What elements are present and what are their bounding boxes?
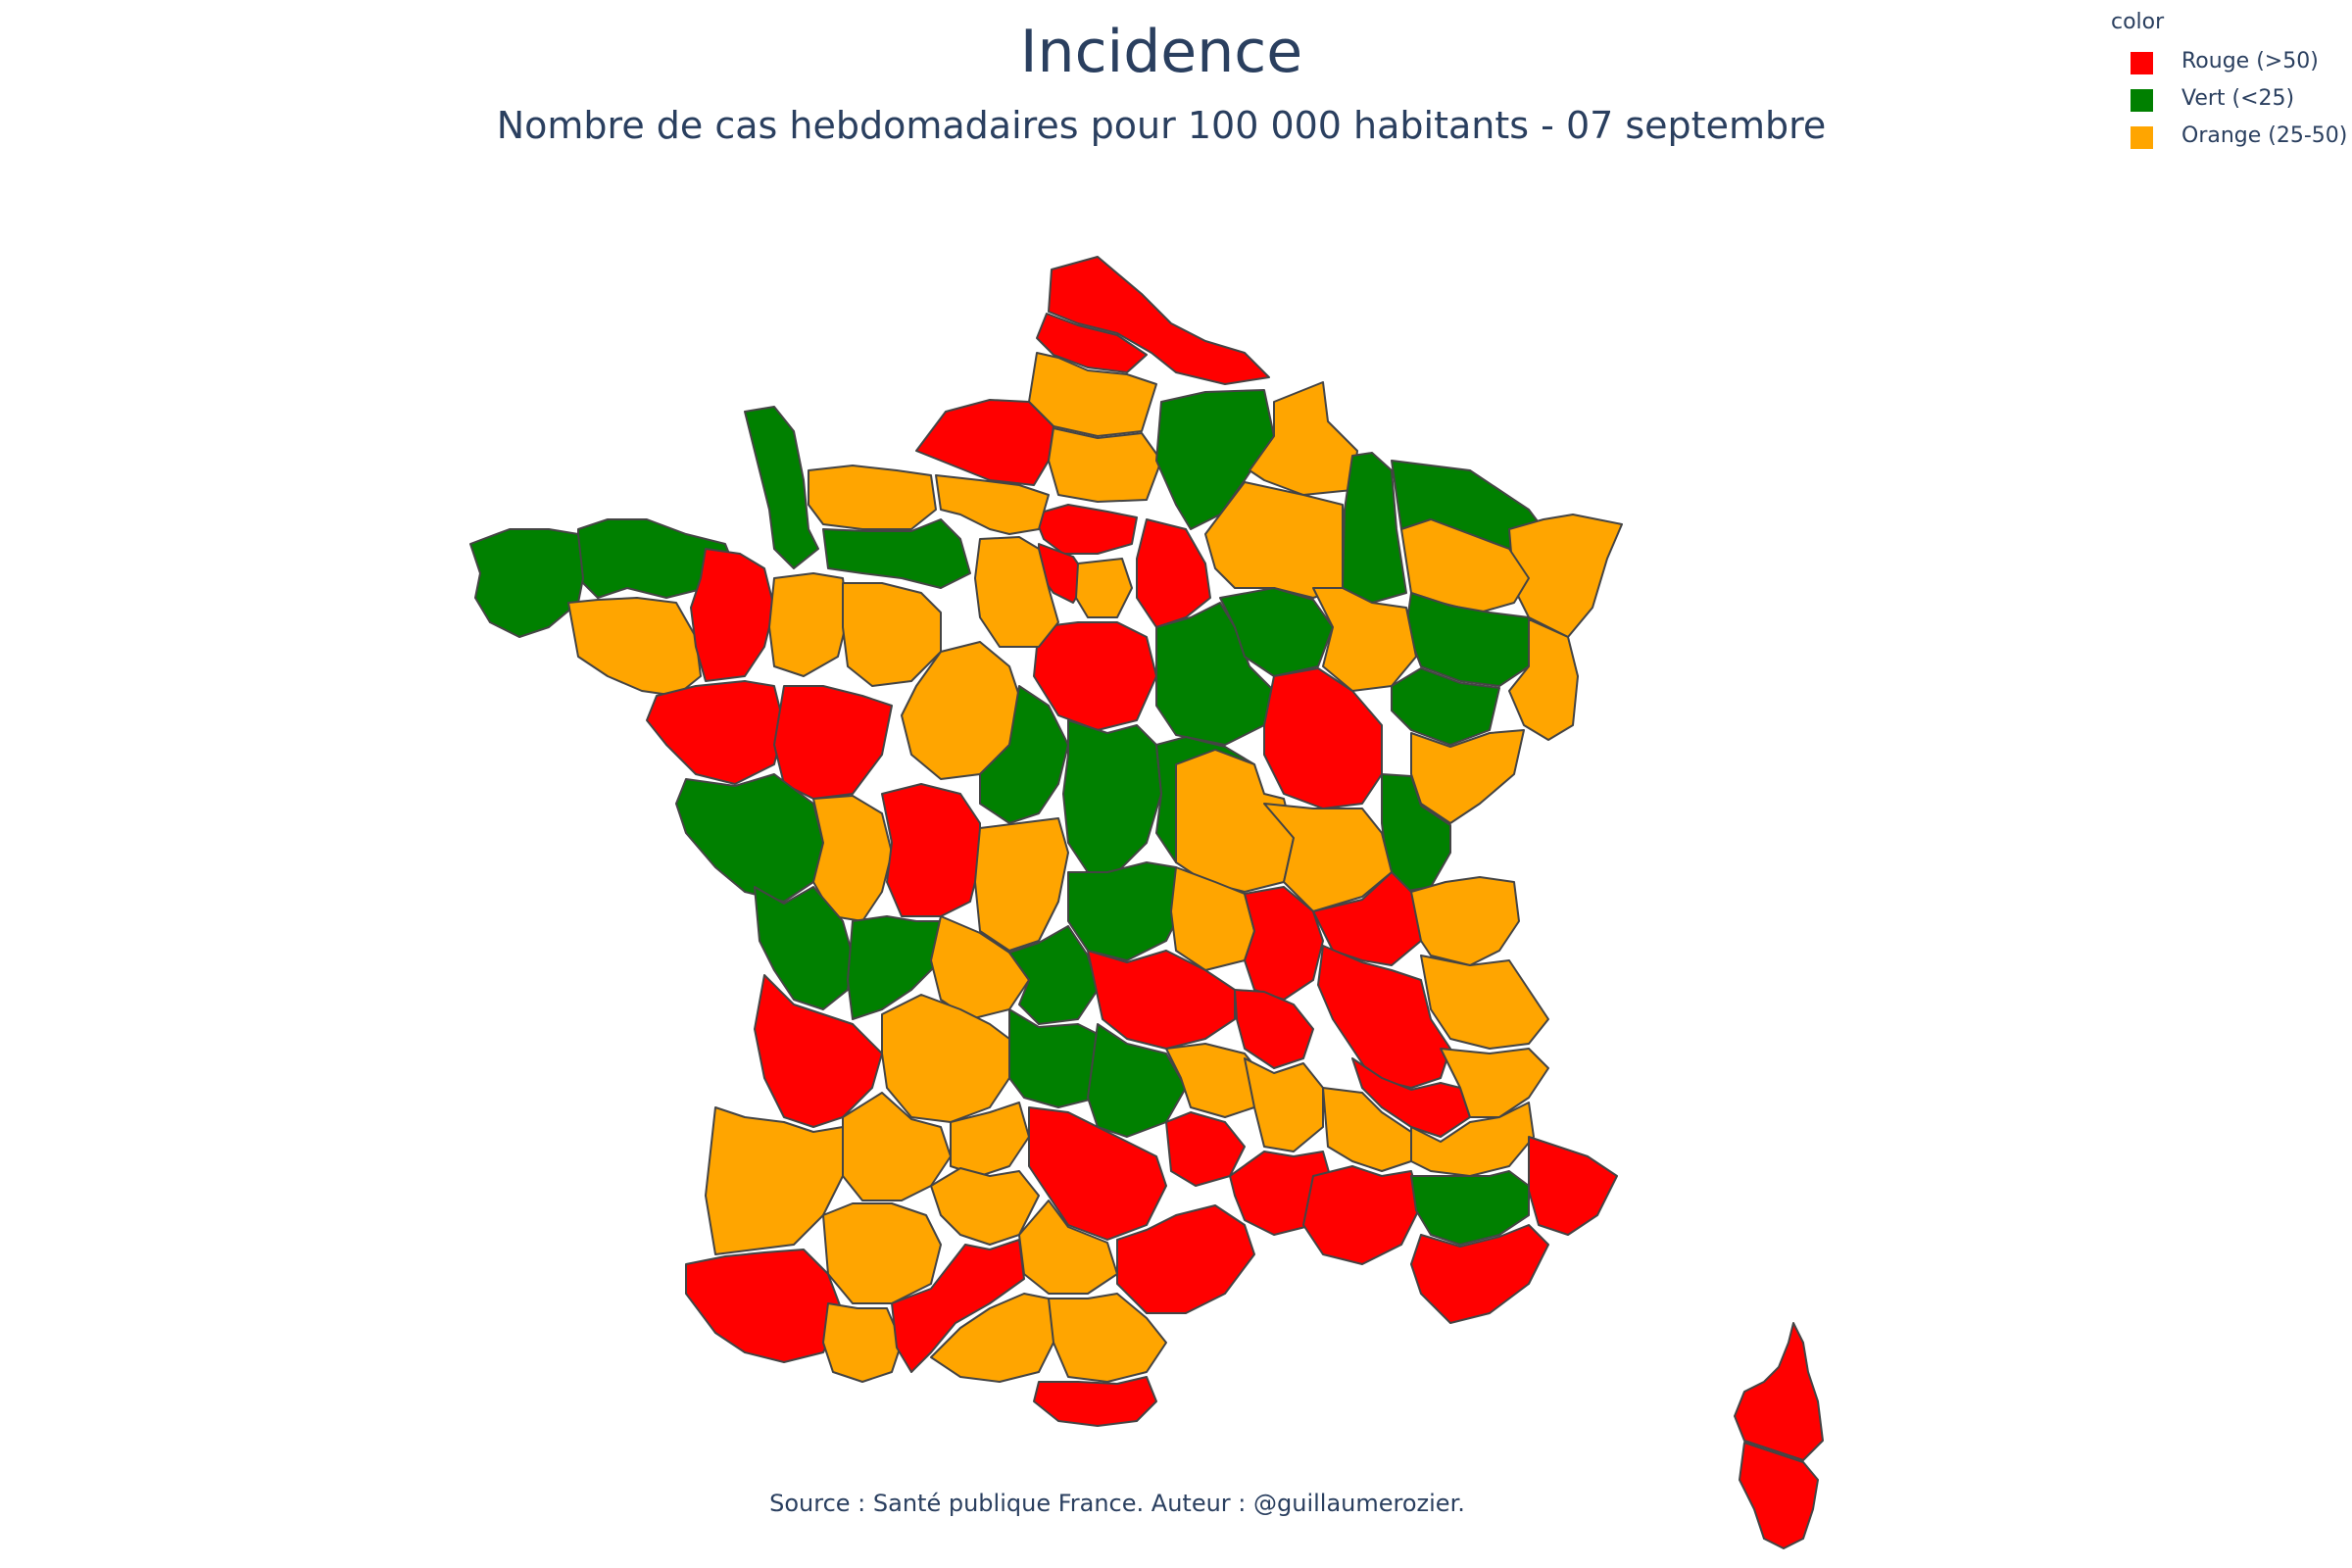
department-pyrenees-orientales[interactable] <box>1033 1376 1157 1427</box>
department-haute-garonne[interactable] <box>891 1239 1025 1373</box>
department-hautes-alpes[interactable] <box>1440 1048 1549 1118</box>
department-manche[interactable] <box>744 406 819 569</box>
department-orne[interactable] <box>822 518 971 589</box>
department-rhone[interactable] <box>1244 886 1324 1001</box>
department-lot-et-garonne[interactable] <box>842 1092 952 1201</box>
legend-label-vert: Vert (<25) <box>2181 86 2295 111</box>
legend: color Rouge (>50) Vert (<25) Orange (25-… <box>2107 8 2352 155</box>
legend-swatch-rouge <box>2131 52 2153 74</box>
department-var[interactable] <box>1410 1170 1530 1246</box>
department-haute-marne[interactable] <box>1312 587 1417 692</box>
department-essonne[interactable] <box>1075 558 1133 618</box>
legend-label-rouge: Rouge (>50) <box>2181 49 2319 74</box>
department-vienne[interactable] <box>881 783 981 917</box>
map-subtitle: Nombre de cas hebdomadaires pour 100 000… <box>496 104 1827 147</box>
department-gers[interactable] <box>822 1202 942 1304</box>
department-finistere[interactable] <box>469 528 584 638</box>
department-creuse[interactable] <box>1008 925 1099 1025</box>
department-charente[interactable] <box>847 915 942 1020</box>
department-indre[interactable] <box>974 817 1069 952</box>
department-haute-savoie[interactable] <box>1410 876 1520 966</box>
department-ille-et-vilaine[interactable] <box>690 548 775 682</box>
department-oise[interactable] <box>1048 427 1162 503</box>
legend-item-orange[interactable]: Orange (25-50) <box>2107 118 2352 155</box>
department-bas-rhin[interactable] <box>1508 514 1623 638</box>
department-maine-et-loire[interactable] <box>773 685 893 800</box>
legend-label-orange: Orange (25-50) <box>2181 123 2348 148</box>
department-eure[interactable] <box>935 474 1050 535</box>
department-loiret[interactable] <box>1033 621 1157 731</box>
department-corse-du-sud[interactable] <box>1739 1442 1819 1549</box>
legend-swatch-vert <box>2131 89 2153 112</box>
department-alpes-maritimes[interactable] <box>1528 1136 1618 1236</box>
department-tarn-et-garonne[interactable] <box>930 1167 1040 1246</box>
department-pas-de-calais[interactable] <box>1036 313 1148 373</box>
department-dordogne[interactable] <box>881 994 1010 1123</box>
legend-item-rouge[interactable]: Rouge (>50) <box>2107 43 2352 80</box>
department-pyrenees-atlantiques[interactable] <box>685 1249 844 1363</box>
department-var-coast[interactable] <box>1410 1224 1549 1324</box>
department-nord[interactable] <box>1048 256 1270 385</box>
department-deux-sevres[interactable] <box>812 795 893 922</box>
source-caption: Source : Santé publique France. Auteur :… <box>769 1490 1465 1517</box>
department-aude[interactable] <box>1048 1293 1167 1383</box>
department-cote-d-or[interactable] <box>1263 667 1383 809</box>
department-charente-maritime[interactable] <box>754 886 854 1010</box>
department-gironde[interactable] <box>754 974 883 1128</box>
department-seine-et-marne[interactable] <box>1136 518 1211 628</box>
department-mayenne[interactable] <box>768 572 849 677</box>
department-puy-de-dome[interactable] <box>1087 950 1236 1050</box>
department-savoie[interactable] <box>1420 955 1549 1050</box>
department-vendee[interactable] <box>675 773 824 903</box>
department-cher[interactable] <box>1062 719 1162 873</box>
department-loire-atlantique[interactable] <box>646 680 785 785</box>
legend-title: color <box>2111 10 2165 34</box>
department-bouches-du-rhone[interactable] <box>1302 1165 1422 1265</box>
department-val-d-oise[interactable] <box>1033 504 1138 555</box>
legend-item-vert[interactable]: Vert (<25) <box>2107 80 2352 118</box>
department-ain-north[interactable] <box>1263 803 1393 912</box>
department-sarthe[interactable] <box>842 582 942 687</box>
department-haute-saone[interactable] <box>1391 667 1500 746</box>
department-lot[interactable] <box>950 1102 1030 1177</box>
department-calvados[interactable] <box>808 465 937 530</box>
department-loire[interactable] <box>1234 989 1314 1069</box>
department-aveyron[interactable] <box>1028 1106 1167 1241</box>
department-seine-maritime[interactable] <box>915 399 1054 486</box>
department-landes[interactable] <box>705 1106 844 1255</box>
department-hautes-pyrenees[interactable] <box>822 1302 903 1383</box>
department-isere[interactable] <box>1317 945 1451 1089</box>
department-alpes-haute-provence[interactable] <box>1410 1102 1535 1177</box>
department-lozere[interactable] <box>1165 1111 1246 1187</box>
department-ardeche[interactable] <box>1244 1057 1324 1152</box>
department-morbihan[interactable] <box>567 597 702 697</box>
department-indre-et-loire[interactable] <box>979 685 1069 824</box>
department-aube[interactable] <box>1219 587 1334 677</box>
department-allier[interactable] <box>1067 861 1187 961</box>
department-haut-rhin[interactable] <box>1508 618 1579 741</box>
department-meuse[interactable] <box>1342 452 1407 604</box>
department-herault[interactable] <box>1116 1204 1255 1314</box>
department-haute-corse[interactable] <box>1734 1322 1824 1461</box>
legend-swatch-orange <box>2131 126 2153 149</box>
map-title: Incidence <box>1019 18 1303 86</box>
department-eure-et-loir[interactable] <box>974 536 1059 648</box>
